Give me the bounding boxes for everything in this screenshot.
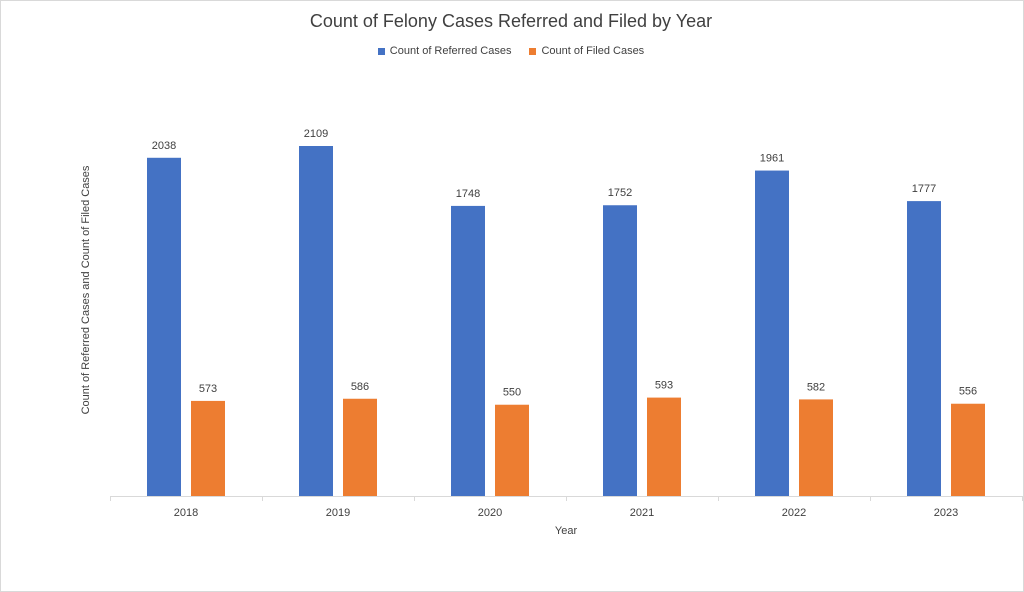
legend-swatch-filed (529, 47, 537, 55)
bar-filed-2018 (191, 400, 225, 496)
x-tick-label-2019: 2019 (326, 507, 350, 519)
data-label-referred-2023: 1777 (912, 183, 936, 195)
x-tick-label-2021: 2021 (630, 507, 654, 519)
x-tick-label-2022: 2022 (782, 507, 806, 519)
x-tick-label-2018: 2018 (174, 507, 198, 519)
x-tick-label-2023: 2023 (934, 507, 958, 519)
data-label-filed-2019: 586 (351, 381, 369, 393)
data-label-referred-2020: 1748 (456, 188, 480, 200)
legend-label-filed: Count of Filed Cases (541, 45, 645, 57)
bar-filed-2022 (799, 399, 833, 496)
data-label-referred-2019: 2109 (304, 128, 328, 140)
bar-referred-2021 (603, 205, 637, 496)
chart-title: Count of Felony Cases Referred and Filed… (309, 11, 713, 31)
bar-referred-2023 (907, 201, 941, 496)
data-label-filed-2021: 593 (655, 380, 673, 392)
legend-item-referred: Count of Referred Cases (377, 45, 512, 57)
legend-item-filed: Count of Filed Cases (529, 45, 644, 57)
bar-referred-2022 (755, 170, 789, 496)
bar-filed-2020 (495, 404, 529, 496)
bar-referred-2020 (451, 205, 485, 496)
legend-label-referred: Count of Referred Cases (389, 45, 512, 57)
data-label-referred-2022: 1961 (760, 153, 784, 165)
data-label-referred-2018: 2038 (152, 140, 176, 152)
data-label-filed-2018: 573 (199, 383, 217, 395)
bar-filed-2023 (951, 403, 985, 496)
bar-filed-2021 (647, 397, 681, 496)
data-label-referred-2021: 1752 (608, 187, 632, 199)
x-axis-label: Year (554, 525, 578, 537)
x-tick-label-2020: 2020 (478, 507, 502, 519)
data-label-filed-2022: 582 (807, 381, 825, 393)
data-label-filed-2020: 550 (503, 387, 521, 399)
legend-swatch-referred (377, 47, 385, 55)
bar-filed-2019 (343, 398, 377, 496)
data-label-filed-2023: 556 (959, 386, 977, 398)
legend: Count of Referred Cases Count of Filed C… (0, 45, 1022, 57)
bar-referred-2018 (147, 157, 181, 496)
bar-referred-2019 (299, 146, 333, 496)
y-axis-label: Count of Referred Cases and Count of Fil… (80, 165, 92, 415)
